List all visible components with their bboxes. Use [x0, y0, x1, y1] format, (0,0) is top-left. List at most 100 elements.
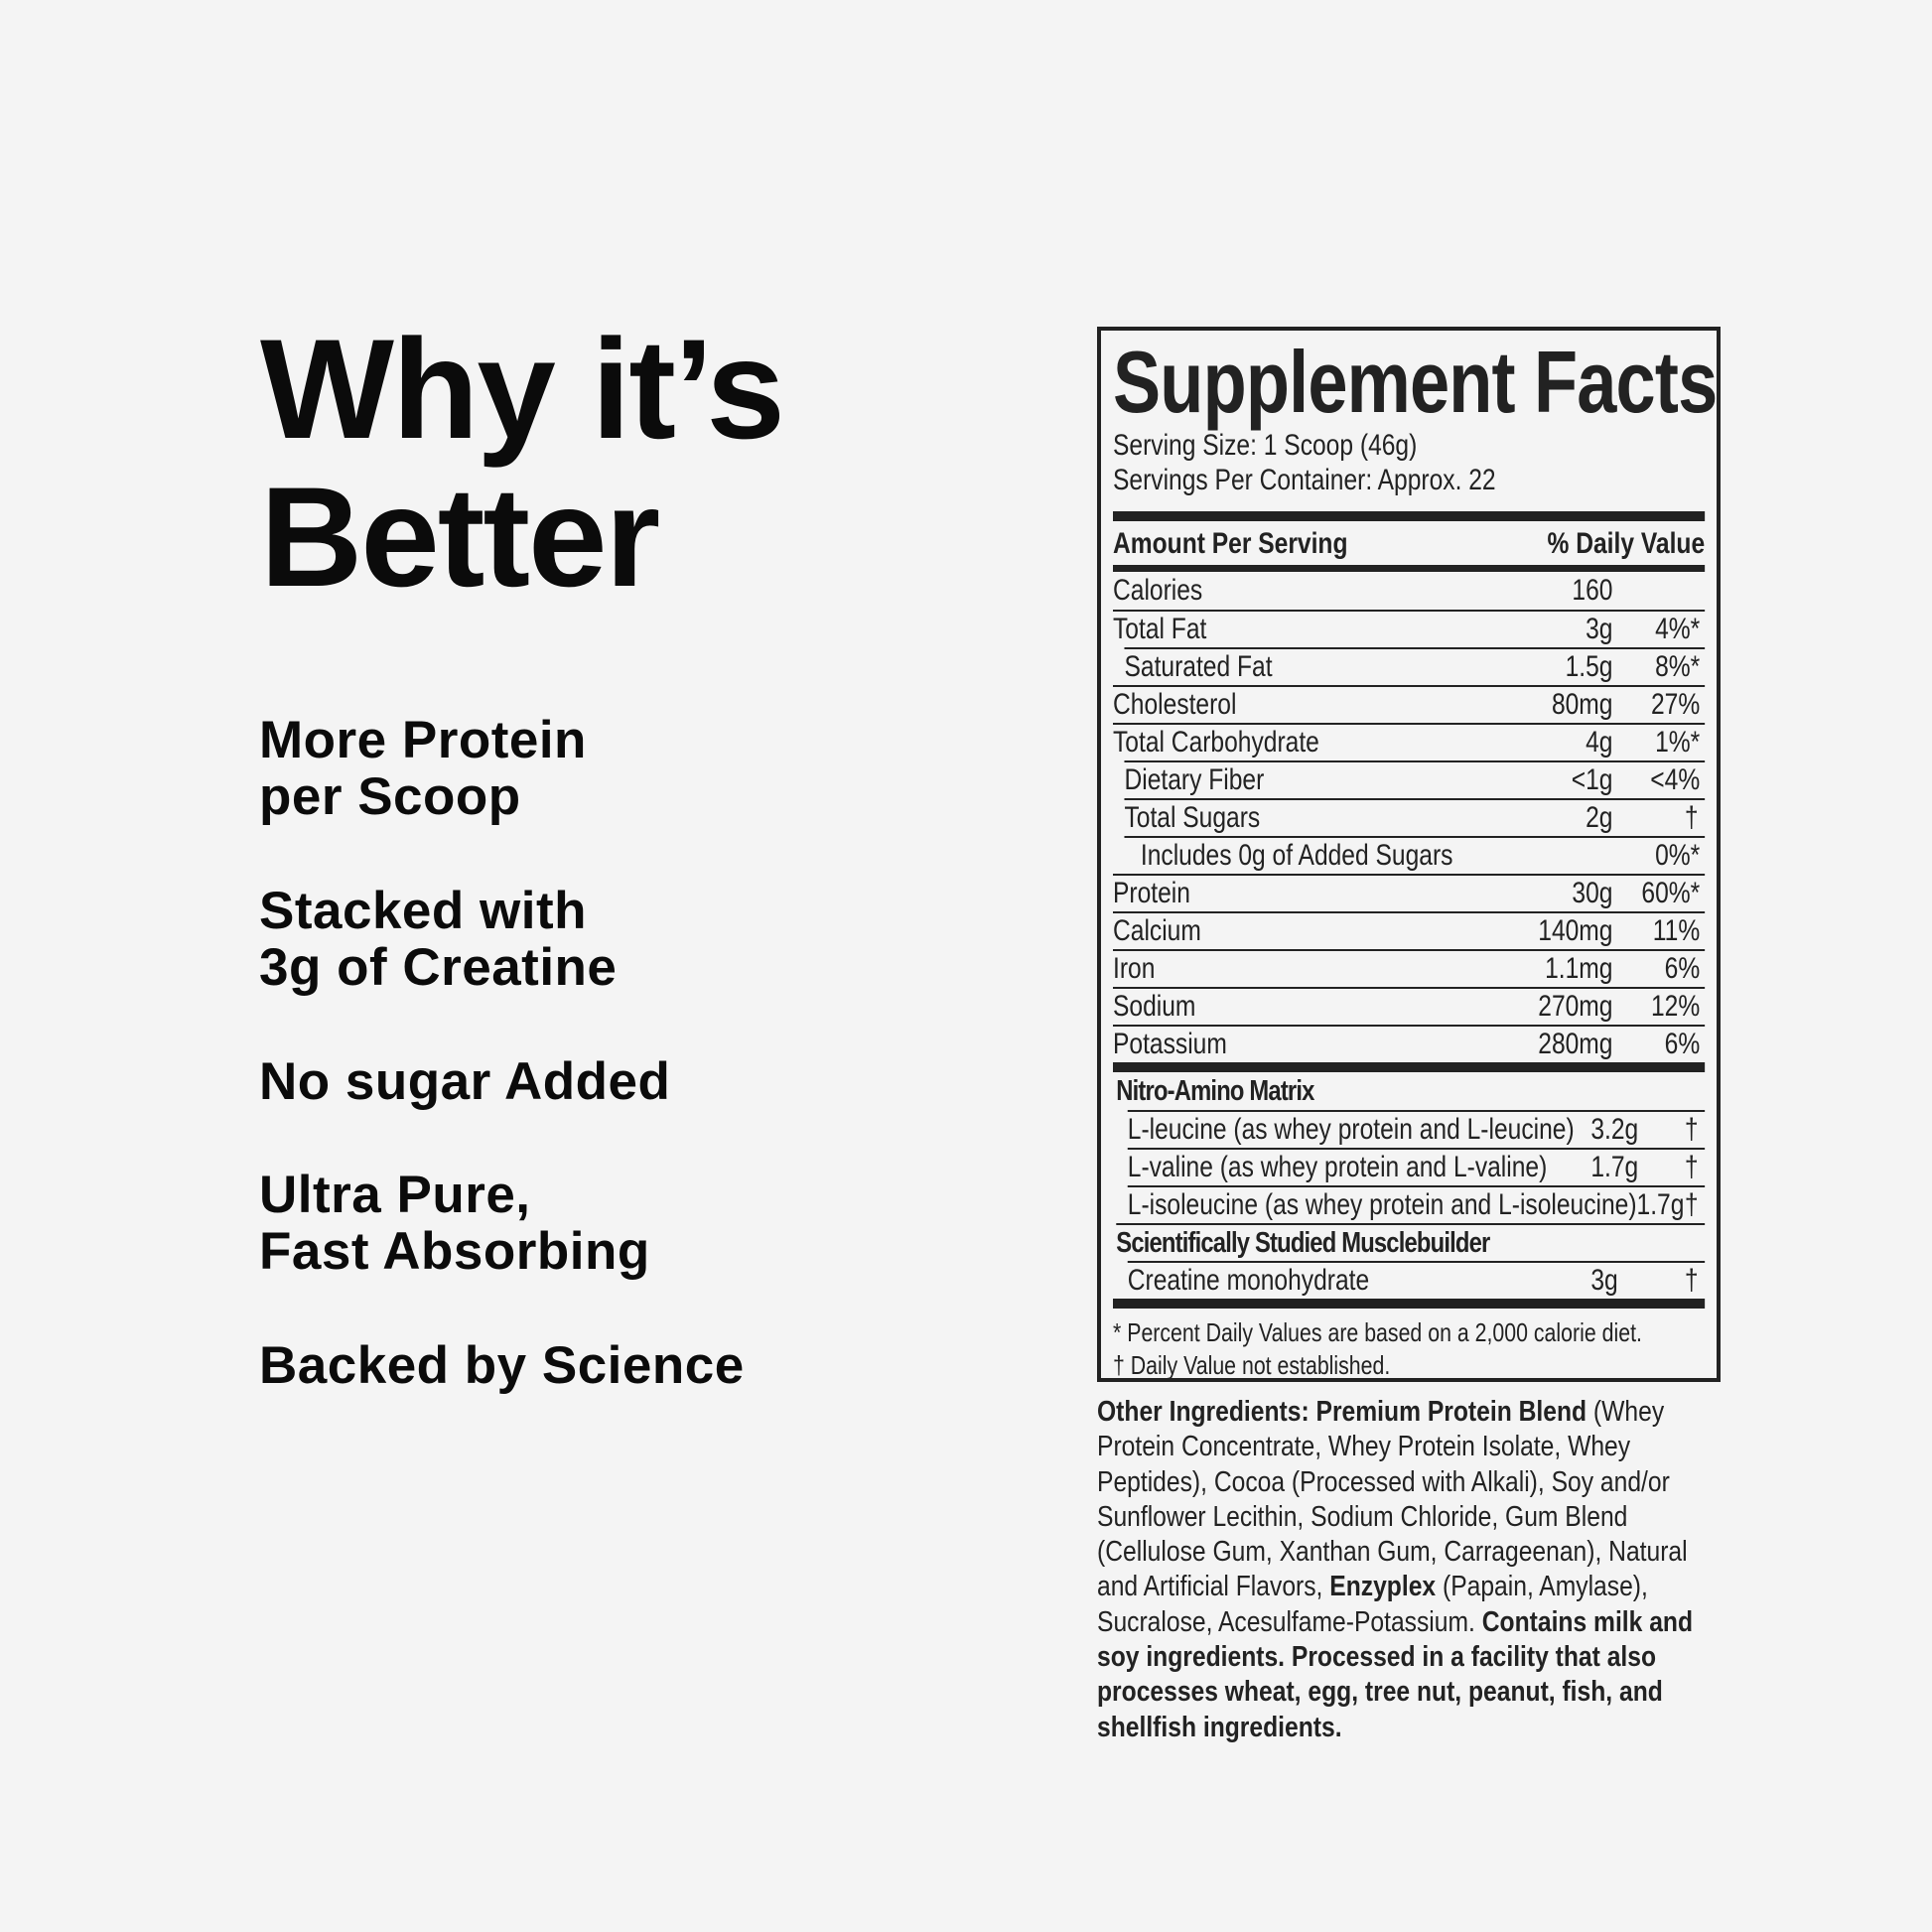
- divider-thick: [1113, 565, 1706, 572]
- nutrient-row: Dietary Fiber <1g <4%: [1124, 760, 1706, 798]
- nutrient-amount: 1.5g: [1565, 650, 1613, 683]
- section-heading: Scientifically Studied Musclebuilder: [1116, 1223, 1706, 1261]
- nutrient-row: Calories 160: [1113, 572, 1705, 610]
- section-title: Nitro-Amino Matrix: [1116, 1074, 1314, 1107]
- ingredient-dv: †: [1684, 1113, 1699, 1146]
- footnotes: * Percent Daily Values are based on a 2,…: [1113, 1309, 1705, 1380]
- ingredient-name: L-valine (as whey protein and L-valine): [1127, 1151, 1548, 1183]
- nutrient-dv: 6%: [1664, 952, 1701, 985]
- nutrient-amount: <1g: [1571, 763, 1613, 796]
- ingredient-amount: 3.2g: [1590, 1113, 1639, 1146]
- nutrient-dv: 27%: [1650, 688, 1701, 721]
- nutrient-name: Calcium: [1113, 914, 1201, 947]
- nutrient-amount: 80mg: [1551, 688, 1613, 721]
- nutrient-amount: 160: [1572, 574, 1613, 607]
- nutrient-dv: 6%: [1664, 1028, 1701, 1060]
- footnote: † Daily Value not established.: [1113, 1350, 1391, 1380]
- nutrient-amount: 280mg: [1538, 1028, 1613, 1060]
- nutrient-amount: 2g: [1586, 801, 1613, 834]
- ingredient-amount: 3g: [1590, 1264, 1618, 1297]
- nutrient-name: Iron: [1113, 952, 1156, 985]
- ingredient-row: Creatine monohydrate 3g †: [1127, 1261, 1706, 1299]
- ingredients-text: Contains milk and soy ingredients. Proce…: [1097, 1605, 1694, 1743]
- ingredient-dv: †: [1684, 1188, 1699, 1221]
- section-heading: Nitro-Amino Matrix: [1116, 1072, 1705, 1110]
- feature-line: Backed by Science: [259, 1336, 745, 1395]
- nutrient-dv: 60%*: [1641, 877, 1701, 909]
- nutrient-row: Cholesterol 80mg 27%: [1113, 685, 1706, 723]
- nutrient-amount: 140mg: [1538, 914, 1613, 947]
- feature-item: No sugar Added: [259, 1053, 670, 1110]
- nutrient-row: Protein 30g 60%*: [1113, 874, 1706, 911]
- ingredients-text: Other Ingredients: Premium Protein Blend: [1097, 1396, 1593, 1428]
- headline: Why it’s Better: [260, 311, 785, 617]
- feature-line: More Protein: [259, 711, 587, 769]
- nutrient-row: Total Carbohydrate 4g 1%*: [1113, 723, 1706, 760]
- nutrient-row: Total Sugars 2g †: [1124, 798, 1706, 836]
- header-dv: % Daily Value: [1547, 527, 1706, 560]
- nutrient-name: Total Sugars: [1124, 801, 1261, 834]
- nutrient-name: Total Carbohydrate: [1113, 726, 1319, 759]
- nutrient-row: Iron 1.1mg 6%: [1113, 949, 1706, 987]
- nutrient-row: Includes 0g of Added Sugars 0%*: [1124, 836, 1706, 874]
- ingredient-amount: 1.7g: [1636, 1188, 1685, 1221]
- section-title: Scientifically Studied Musclebuilder: [1116, 1226, 1490, 1259]
- nutrient-row: Potassium 280mg 6%: [1113, 1025, 1706, 1062]
- header-amount: Amount Per Serving: [1113, 527, 1348, 560]
- divider-thick: [1113, 1299, 1706, 1309]
- nutrient-name: Potassium: [1113, 1028, 1227, 1060]
- feature-item: Ultra Pure, Fast Absorbing: [259, 1167, 650, 1280]
- nutrient-name: Cholesterol: [1113, 688, 1237, 721]
- feature-line: Stacked with: [259, 882, 587, 940]
- feature-item: Stacked with 3g of Creatine: [259, 883, 617, 996]
- servings-per-container: Servings Per Container: Approx. 22: [1113, 464, 1496, 496]
- nutrient-dv: 4%*: [1655, 613, 1701, 645]
- nutrient-row: Sodium 270mg 12%: [1113, 987, 1706, 1025]
- facts-title: Supplement Facts: [1113, 333, 1718, 431]
- ingredient-dv: †: [1684, 1151, 1699, 1183]
- ingredient-amount: 1.7g: [1590, 1151, 1639, 1183]
- divider-thick: [1113, 1062, 1706, 1072]
- ingredients-text: (Whey Protein Concentrate, Whey Protein …: [1097, 1396, 1688, 1603]
- facts-header: Amount Per Serving % Daily Value: [1113, 521, 1705, 565]
- nutrient-dv: 8%*: [1655, 650, 1701, 683]
- nutrient-amount: 30g: [1572, 877, 1613, 909]
- nutrient-name: Includes 0g of Added Sugars: [1140, 839, 1453, 872]
- headline-line: Better: [260, 459, 660, 617]
- nutrient-name: Calories: [1113, 574, 1203, 607]
- other-ingredients: Other Ingredients: Premium Protein Blend…: [1097, 1395, 1705, 1745]
- nutrient-dv: 11%: [1652, 914, 1701, 947]
- ingredient-dv: †: [1684, 1264, 1699, 1297]
- feature-item: More Protein per Scoop: [259, 712, 587, 825]
- nutrient-name: Sodium: [1113, 990, 1196, 1023]
- nutrient-dv: 12%: [1650, 990, 1701, 1023]
- nutrient-amount: 1.1mg: [1545, 952, 1613, 985]
- nutrient-dv: †: [1684, 801, 1699, 834]
- nutrient-amount: 270mg: [1538, 990, 1613, 1023]
- supplement-facts-panel: Supplement Facts Serving Size: 1 Scoop (…: [1097, 327, 1721, 1382]
- nutrient-row: Saturated Fat 1.5g 8%*: [1124, 647, 1706, 685]
- serving-size: Serving Size: 1 Scoop (46g): [1113, 429, 1418, 462]
- nutrient-name: Protein: [1113, 877, 1190, 909]
- ingredient-row: L-valine (as whey protein and L-valine) 1…: [1127, 1148, 1706, 1185]
- headline-line: Why it’s: [260, 311, 785, 469]
- nutrient-amount: 4g: [1586, 726, 1613, 759]
- ingredient-name: L-leucine (as whey protein and L-leucine…: [1127, 1113, 1575, 1146]
- feature-line: Fast Absorbing: [259, 1222, 650, 1281]
- divider-thick: [1113, 511, 1706, 521]
- feature-line: 3g of Creatine: [259, 938, 618, 997]
- nutrient-name: Saturated Fat: [1124, 650, 1273, 683]
- nutrient-dv: 1%*: [1655, 726, 1701, 759]
- footnote: * Percent Daily Values are based on a 2,…: [1113, 1317, 1642, 1347]
- nutrient-row: Total Fat 3g 4%*: [1113, 610, 1706, 647]
- feature-item: Backed by Science: [259, 1337, 745, 1394]
- ingredients-text: (Papain, Amylase), Sucralose, Acesulfame…: [1097, 1571, 1648, 1638]
- ingredient-row: L-leucine (as whey protein and L-leucine…: [1127, 1110, 1706, 1148]
- feature-line: per Scoop: [259, 767, 521, 826]
- nutrient-row: Calcium 140mg 11%: [1113, 911, 1706, 949]
- ingredients-text: Enzyplex: [1329, 1571, 1443, 1603]
- ingredient-name: Creatine monohydrate: [1127, 1264, 1370, 1297]
- nutrient-dv: 0%*: [1655, 839, 1701, 872]
- nutrient-name: Dietary Fiber: [1124, 763, 1265, 796]
- ingredient-row: L-isoleucine (as whey protein and L-isol…: [1127, 1185, 1706, 1223]
